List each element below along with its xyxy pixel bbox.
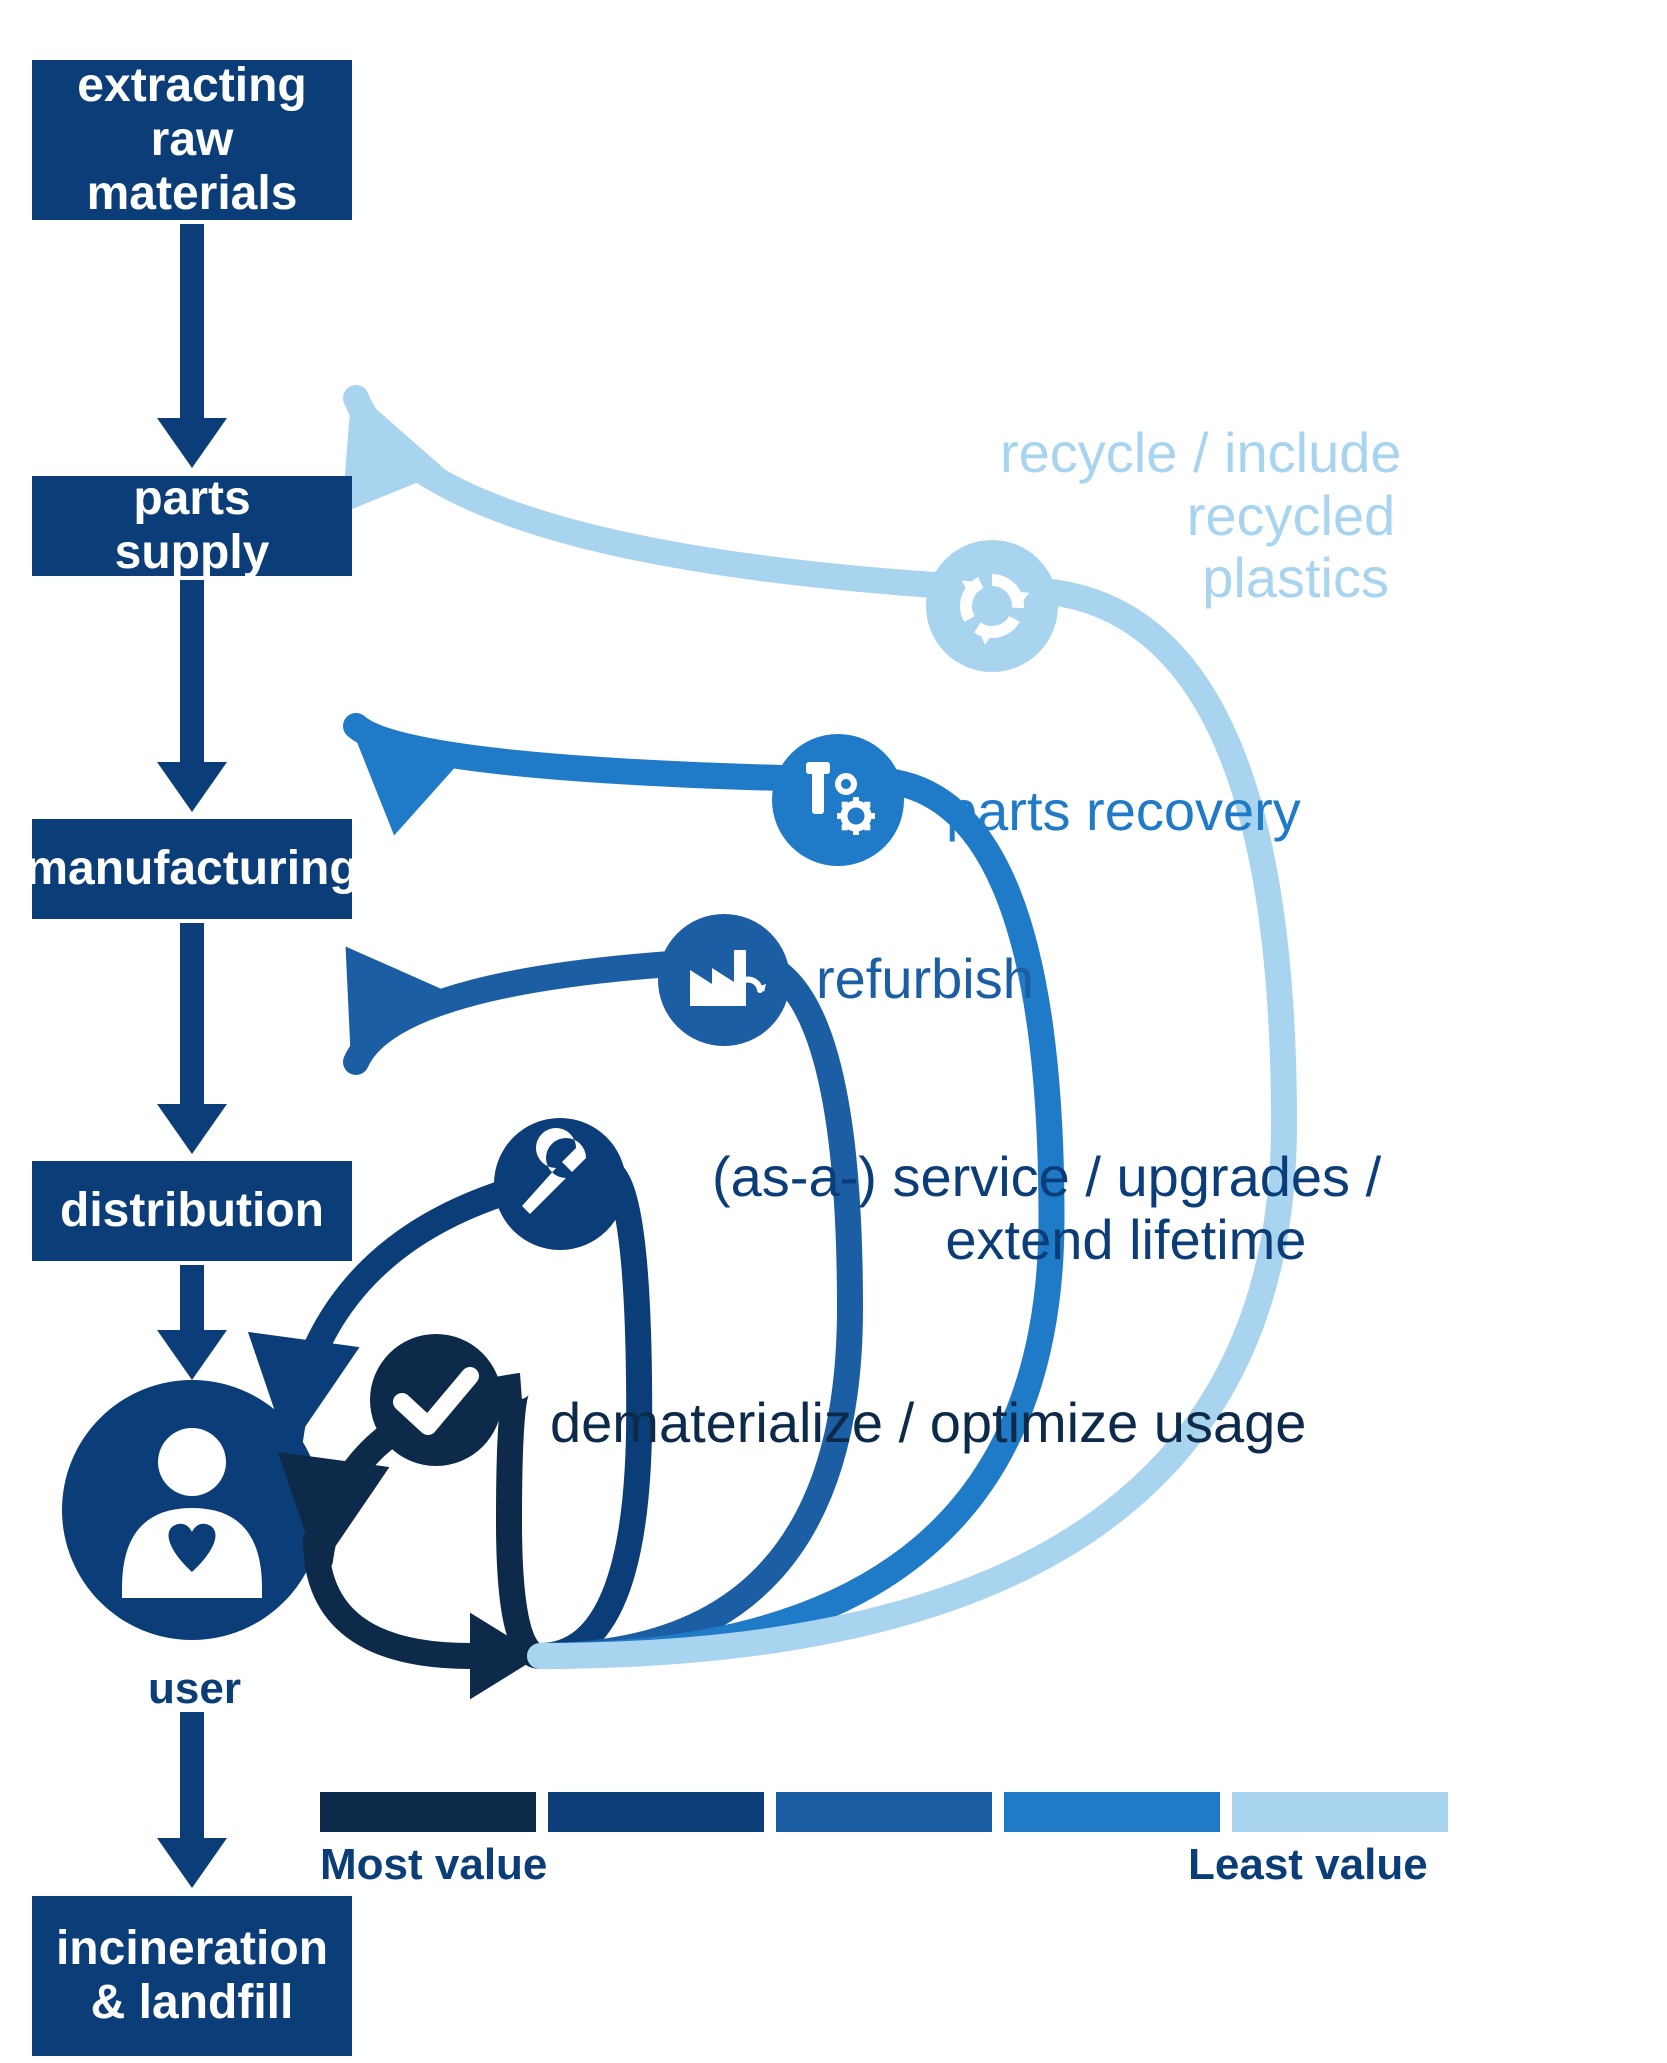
legend-seg-4 — [1004, 1792, 1220, 1832]
loop-icon-wrench — [494, 1118, 626, 1250]
stage-box-incineration: incineration & landfill — [32, 1896, 352, 2056]
loop-icon-factory — [658, 914, 790, 1046]
loop-icon-checkmark — [370, 1334, 502, 1466]
diagram-root: extracting raw materials parts supply manu… — [0, 0, 1667, 2063]
stage-box-manufacturing: manufacturing — [32, 819, 352, 919]
stage-box-parts_supply: parts supply — [32, 476, 352, 576]
legend-seg-3 — [776, 1792, 992, 1832]
diagram-svg — [0, 0, 1667, 2063]
legend-label-right: Least value — [1188, 1840, 1428, 1890]
user-to-loops-arc — [316, 1540, 470, 1656]
loop-label-parts_recovery: parts recovery — [946, 780, 1301, 843]
legend-seg-2 — [548, 1792, 764, 1832]
loop-label-service: (as-a-) service / upgrades / extend life… — [712, 1146, 1381, 1271]
down-arrow-2 — [157, 923, 227, 1154]
stage-box-extracting: extracting raw materials — [32, 60, 352, 220]
down-arrow-3 — [157, 1265, 227, 1380]
loop-icon-tools — [772, 734, 904, 866]
loop-label-recycle: recycle / include recycled plastics — [1000, 422, 1402, 610]
legend-seg-5 — [1232, 1792, 1448, 1832]
down-arrow-0 — [157, 224, 227, 468]
down-arrow-1 — [157, 580, 227, 812]
loop-label-dematerialize: dematerialize / optimize usage — [550, 1392, 1306, 1455]
legend-label-left: Most value — [320, 1840, 547, 1890]
loop-label-refurbish: refurbish — [816, 948, 1034, 1011]
down-arrow-4 — [157, 1712, 227, 1888]
user-label: user — [148, 1664, 241, 1714]
legend-seg-1 — [320, 1792, 536, 1832]
loop-arc-refurbish — [356, 960, 850, 1656]
stage-box-distribution: distribution — [32, 1161, 352, 1261]
